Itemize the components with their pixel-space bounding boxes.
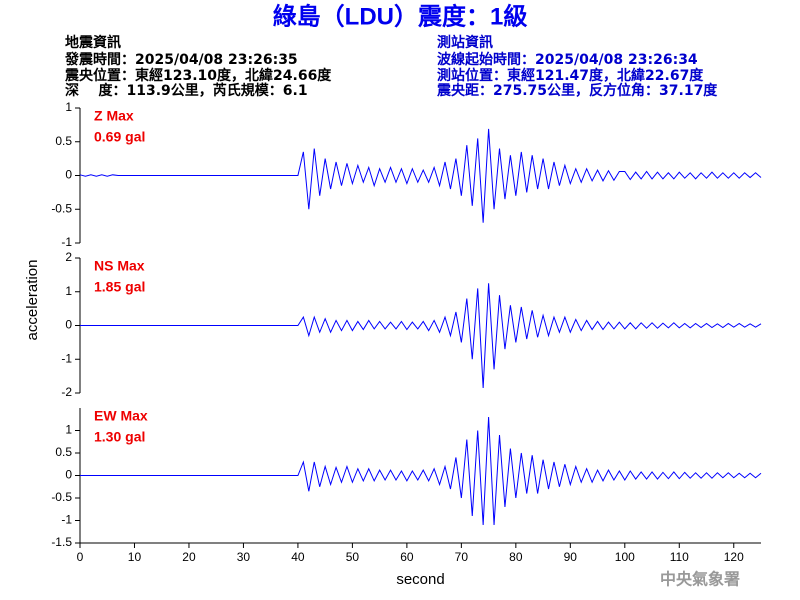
title: 綠島（LDU）震度：1級 xyxy=(273,2,528,30)
panel-label: NS Max xyxy=(94,258,145,274)
x-tick-label: 60 xyxy=(400,550,414,564)
waveform xyxy=(80,283,762,388)
x-tick-label: 100 xyxy=(615,550,635,564)
waveform xyxy=(79,128,762,223)
y-tick-label: -1 xyxy=(61,513,72,527)
info-text: 測站資訊 xyxy=(437,34,493,51)
y-tick-label: 0.5 xyxy=(55,134,72,148)
info-text: 波線起始時間：2025/04/08 23:26:34 xyxy=(437,51,698,68)
x-tick-label: 40 xyxy=(291,550,305,564)
waveform xyxy=(80,416,762,526)
x-tick-label: 20 xyxy=(182,550,196,564)
max-label: 0.69 gal xyxy=(94,129,145,145)
x-tick-label: 90 xyxy=(564,550,578,564)
info-text: 深 度：113.9公里，芮氏規模：6.1 xyxy=(65,82,308,99)
info-text: 震央距：275.75公里，反方位角：37.17度 xyxy=(436,82,718,99)
y-tick-label: -0.5 xyxy=(51,490,72,504)
info-text: 震央位置：東經123.10度，北緯24.66度 xyxy=(64,67,332,84)
info-text: 測站位置：東經121.47度，北緯22.67度 xyxy=(437,67,704,84)
x-tick-label: 80 xyxy=(509,550,523,564)
y-axis-label: acceleration xyxy=(24,260,41,341)
max-label: 1.85 gal xyxy=(94,279,145,295)
x-tick-label: 110 xyxy=(670,550,689,564)
info-text: 發震時間：2025/04/08 23:26:35 xyxy=(64,51,298,68)
y-tick-label: 1 xyxy=(65,423,72,437)
y-tick-label: 1 xyxy=(65,100,72,114)
x-tick-label: 70 xyxy=(455,550,469,564)
y-tick-label: -0.5 xyxy=(51,201,72,215)
y-tick-label: 0.5 xyxy=(55,445,72,459)
y-tick-label: 0 xyxy=(65,318,72,332)
y-tick-label: 1 xyxy=(65,284,72,298)
y-tick-label: 2 xyxy=(65,250,72,264)
x-tick-label: 0 xyxy=(77,550,84,564)
x-tick-label: 50 xyxy=(346,550,360,564)
panel-label: Z Max xyxy=(94,108,134,124)
watermark: 中央氣象署 xyxy=(660,570,740,589)
y-tick-label: -2 xyxy=(61,385,72,399)
x-tick-label: 30 xyxy=(237,550,251,564)
x-tick-label: 10 xyxy=(128,550,142,564)
y-tick-label: -1 xyxy=(61,351,72,365)
y-tick-label: 0 xyxy=(65,168,72,182)
y-tick-label: -1 xyxy=(61,235,72,249)
x-tick-label: 120 xyxy=(724,550,744,564)
y-tick-label: -1.5 xyxy=(51,535,72,549)
max-label: 1.30 gal xyxy=(94,429,145,445)
y-tick-label: 0 xyxy=(65,468,72,482)
panel-label: EW Max xyxy=(94,408,148,424)
info-text: 地震資訊 xyxy=(65,34,121,51)
x-axis-label: second xyxy=(396,571,444,588)
